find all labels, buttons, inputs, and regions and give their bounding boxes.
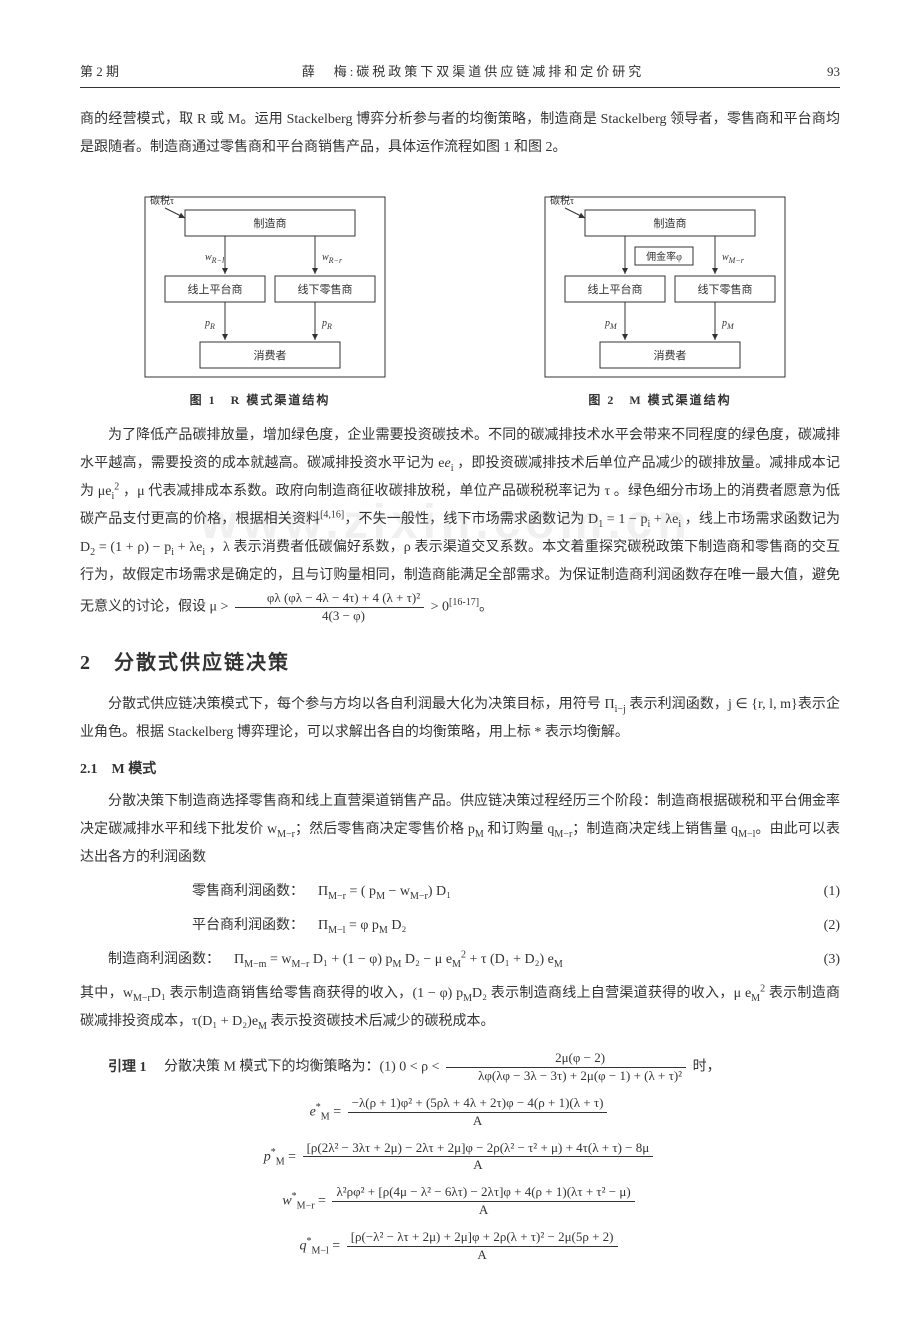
eq-e-star: e*M = −λ(ρ + 1)φ² + (5ρλ + 4λ + 2τ)φ − 4… xyxy=(80,1095,840,1130)
para-1: 商的经营模式，取 R 或 M。运用 Stackelberg 博弈分析参与者的均衡… xyxy=(80,106,840,162)
para-2: 为了降低产品碳排放量，增加绿色度，企业需要投资碳技术。不同的碳减排技术水平会带来… xyxy=(80,422,840,625)
fig1-retailer: 线下零售商 xyxy=(298,282,353,296)
fig1-tax: 碳税τ xyxy=(150,194,174,207)
page-header: 第 2 期 薛 梅:碳税政策下双渠道供应链减排和定价研究 93 xyxy=(80,60,840,88)
fig1-consumer: 消费者 xyxy=(254,348,287,362)
lemma-1-title: 引理 1 xyxy=(108,1060,147,1075)
header-page: 93 xyxy=(827,60,840,83)
eq-q-star: q*M−l = [ρ(−λ² − λτ + 2μ) + 2μ]φ + 2ρ(λ … xyxy=(80,1229,840,1264)
eq-w-star: w*M−r = λ²ρφ² + [ρ(4μ − λ² − 6λτ) − 2λτ]… xyxy=(80,1184,840,1219)
fig1-wl-sub: R−l xyxy=(211,256,225,265)
fig2-manufacturer: 制造商 xyxy=(654,216,687,230)
figure-2-caption: 图 2 M 模式渠道结构 xyxy=(480,390,840,412)
figure-2: 碳税τ 制造商 佣金率φ wM−r 线上平台商 线下零售商 pM pM xyxy=(480,182,840,412)
para-5: 其中，wM−rD₁ 表示制造商销售给零售商获得的收入，(1 − φ) pMD₂ … xyxy=(80,980,840,1036)
svg-text:pR: pR xyxy=(204,318,215,331)
para-3: 分散式供应链决策模式下，每个参与方均以各自利润最大化为决策目标，用符号 Πi−j… xyxy=(80,691,840,747)
subsection-2-1-title: 2.1 M 模式 xyxy=(80,757,840,782)
fig2-consumer: 消费者 xyxy=(654,348,687,362)
figure-1: 碳税τ 制造商 wR−l wR−r 线上平台商 线下零售商 pR xyxy=(80,182,440,412)
fig1-pl-sub: R xyxy=(209,322,215,331)
equation-2: 平台商利润函数： ΠM−l = φ pM D₂ (2) xyxy=(80,912,840,940)
svg-text:wR−l: wR−l xyxy=(205,252,225,265)
fig2-comm: 佣金率φ xyxy=(646,250,682,263)
fig1-pr-sub: R xyxy=(326,322,332,331)
fig2-tax: 碳税τ xyxy=(550,194,574,207)
fig2-platform: 线上平台商 xyxy=(588,282,643,296)
fig1-wr-sub: R−r xyxy=(328,256,343,265)
header-issue: 第 2 期 xyxy=(80,60,119,83)
para-4: 分散决策下制造商选择零售商和线上直营渠道销售产品。供应链决策过程经历三个阶段：制… xyxy=(80,788,840,872)
figure-2-svg: 碳税τ 制造商 佣金率φ wM−r 线上平台商 线下零售商 pM pM xyxy=(510,182,810,382)
fig2-pl-sub: M xyxy=(609,322,618,331)
page-content: 第 2 期 薛 梅:碳税政策下双渠道供应链减排和定价研究 93 商的经营模式，取… xyxy=(80,60,840,1264)
fig1-platform: 线上平台商 xyxy=(188,282,243,296)
fig2-pr-sub: M xyxy=(726,322,735,331)
fig2-retailer: 线下零售商 xyxy=(698,282,753,296)
svg-text:pM: pM xyxy=(604,318,618,331)
svg-text:wR−r: wR−r xyxy=(322,252,343,265)
equation-3: 制造商利润函数： ΠM−m = wM−r D₁ + (1 − φ) pM D₂ … xyxy=(80,946,840,974)
svg-text:pR: pR xyxy=(321,318,332,331)
assume-frac: φλ (φλ − 4λ − 4τ) + 4 (λ + τ)²4(3 − φ) xyxy=(235,590,424,625)
figure-1-caption: 图 1 R 模式渠道结构 xyxy=(80,390,440,412)
header-title: 薛 梅:碳税政策下双渠道供应链减排和定价研究 xyxy=(119,60,827,83)
section-2-title: 2 分散式供应链决策 xyxy=(80,645,840,681)
figure-1-svg: 碳税τ 制造商 wR−l wR−r 线上平台商 线下零售商 pR xyxy=(110,182,410,382)
eq-p-star: p*M = [ρ(2λ² − 3λτ + 2μ) − 2λτ + 2μ]φ − … xyxy=(80,1140,840,1175)
figures-row: 碳税τ 制造商 wR−l wR−r 线上平台商 线下零售商 pR xyxy=(80,182,840,412)
svg-text:pM: pM xyxy=(721,318,735,331)
fig2-wr-sub: M−r xyxy=(728,256,745,265)
fig1-manufacturer: 制造商 xyxy=(254,216,287,230)
svg-text:wM−r: wM−r xyxy=(722,252,745,265)
equation-1: 零售商利润函数： ΠM−r = ( pM − wM−r) D₁ (1) xyxy=(80,878,840,906)
lemma-1: 引理 1 分散决策 M 模式下的均衡策略为：(1) 0 < ρ < 2μ(φ −… xyxy=(80,1050,840,1264)
